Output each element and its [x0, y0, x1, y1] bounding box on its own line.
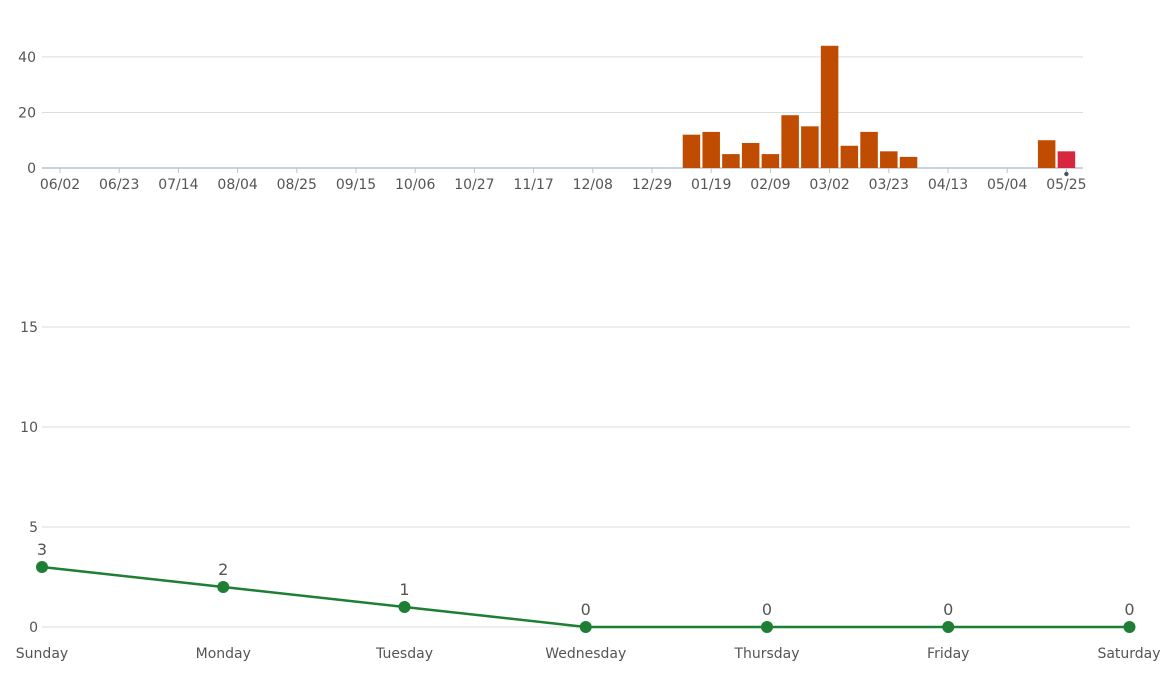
y-tick-label: 20	[18, 105, 36, 121]
x-tick-label: 06/23	[99, 177, 139, 193]
data-point[interactable]	[1123, 621, 1136, 633]
data-label: 0	[581, 600, 591, 619]
data-label: 2	[218, 560, 228, 579]
x-tick-label: 03/02	[809, 177, 849, 193]
data-point[interactable]	[761, 621, 773, 633]
y-tick-label: 5	[29, 520, 38, 536]
current-week-marker	[1064, 171, 1069, 177]
bar[interactable]	[702, 131, 720, 168]
bar[interactable]	[1037, 140, 1056, 168]
bar-current-week[interactable]	[1057, 151, 1076, 168]
x-tick-label: 08/04	[217, 177, 257, 193]
weekly-bar-chart: 0 20 40 06/02 06/23 07/14 08/04 08/25 09/15 10/06…	[18, 45, 1087, 193]
data-point[interactable]	[398, 601, 411, 613]
x-tick-label: 12/29	[632, 177, 672, 193]
data-point[interactable]	[217, 581, 230, 593]
data-label: 0	[762, 600, 772, 619]
bar[interactable]	[860, 131, 878, 168]
x-tick-label: 12/08	[573, 177, 613, 193]
y-tick-label: 15	[20, 320, 38, 336]
y-tick-label: 40	[18, 50, 36, 66]
y-tick-label: 0	[27, 161, 36, 177]
data-point[interactable]	[942, 621, 955, 633]
x-tick-label: 05/25	[1046, 177, 1086, 193]
x-tick-label: Wednesday	[545, 646, 626, 662]
data-label: 1	[399, 580, 409, 599]
bar[interactable]	[840, 145, 859, 168]
y-tick-label: 0	[29, 620, 38, 636]
bar[interactable]	[722, 154, 740, 168]
x-tick-label: 08/25	[277, 177, 317, 193]
x-tick-label: Friday	[927, 646, 969, 662]
bar[interactable]	[820, 45, 839, 168]
x-tick-label: Thursday	[733, 646, 799, 662]
bar[interactable]	[682, 134, 701, 168]
x-tick-label: Sunday	[16, 646, 68, 662]
x-tick-label: Tuesday	[375, 646, 433, 662]
x-tick-label: 09/15	[336, 177, 376, 193]
x-tick-label: Saturday	[1097, 646, 1160, 662]
x-tick-label: 10/06	[395, 177, 435, 193]
y-tick-label: 10	[20, 420, 38, 436]
bar[interactable]	[761, 154, 780, 168]
x-tick-label: 07/14	[158, 177, 198, 193]
x-tick-label: 06/02	[40, 177, 80, 193]
data-label: 0	[1124, 600, 1134, 619]
x-tick-label: Monday	[196, 646, 251, 662]
data-point[interactable]	[579, 621, 592, 633]
bar[interactable]	[781, 115, 799, 168]
data-point[interactable]	[36, 561, 48, 573]
data-label: 3	[37, 540, 47, 559]
bar[interactable]	[880, 151, 898, 168]
x-tick-label: 10/27	[454, 177, 494, 193]
bar[interactable]	[741, 143, 760, 168]
bar[interactable]	[801, 126, 819, 168]
x-tick-label: 02/09	[750, 177, 790, 193]
x-tick-label: 05/04	[987, 177, 1027, 193]
x-tick-label: 01/19	[691, 177, 731, 193]
x-tick-label: 11/17	[513, 177, 553, 193]
data-label: 0	[943, 600, 953, 619]
x-tick-label: 04/13	[928, 177, 968, 193]
x-tick-label: 03/23	[869, 177, 909, 193]
bar[interactable]	[899, 156, 918, 168]
